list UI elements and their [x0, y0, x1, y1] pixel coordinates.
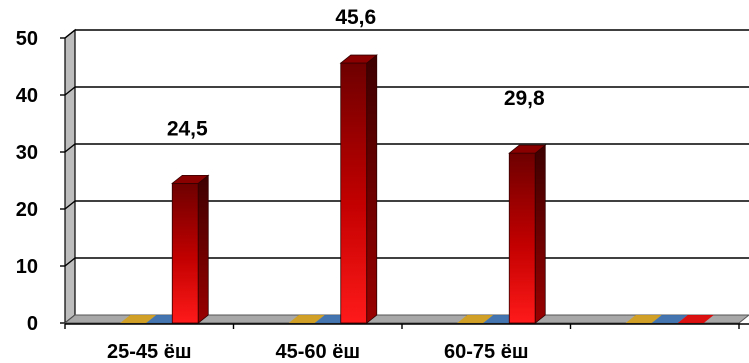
x-category-label: 45-60 ёш	[275, 341, 360, 363]
bars	[120, 54, 714, 324]
gridline-depth	[64, 143, 76, 153]
gridlines	[64, 29, 749, 267]
plot-side-wall	[64, 28, 76, 325]
bar-zero	[457, 315, 494, 323]
gridline-depth	[64, 257, 76, 267]
bar-top	[171, 174, 210, 184]
bar-side	[197, 174, 209, 324]
bar-zero	[288, 315, 325, 323]
bar-zero	[120, 315, 157, 323]
plot-back-wall	[75, 30, 749, 315]
axes: 0 10 20 30 40 50	[16, 28, 740, 335]
y-tick-label: 30	[16, 142, 38, 164]
bar-side	[366, 54, 378, 324]
y-tick-label: 40	[16, 85, 38, 107]
y-tick-label: 0	[27, 313, 38, 335]
y-tick-label: 50	[16, 28, 38, 50]
bar	[508, 152, 536, 324]
x-category-label: 25-45 ёш	[107, 341, 192, 363]
data-label: 29,8	[504, 87, 545, 110]
data-label: 45,6	[335, 6, 376, 29]
gridline-depth	[64, 29, 76, 39]
bar-zero	[625, 315, 662, 323]
gridline-depth	[64, 200, 76, 210]
bar-side	[534, 144, 546, 324]
bar-top	[339, 54, 378, 64]
y-tick-label: 20	[16, 199, 38, 221]
bar-zero	[651, 315, 688, 323]
data-label: 24,5	[167, 117, 208, 140]
back-wall	[75, 30, 749, 315]
bar	[340, 62, 368, 324]
bar-top	[508, 144, 547, 154]
bar	[171, 182, 199, 324]
bar-zero	[677, 315, 714, 323]
y-tick-label: 10	[16, 256, 38, 278]
x-category-label: 60-75 ёш	[444, 341, 529, 363]
labels: 24,5 25-45 ёш 45,6 45-60 ёш 29,8 60-75 ёш	[107, 6, 545, 363]
gridline-depth	[64, 86, 76, 96]
